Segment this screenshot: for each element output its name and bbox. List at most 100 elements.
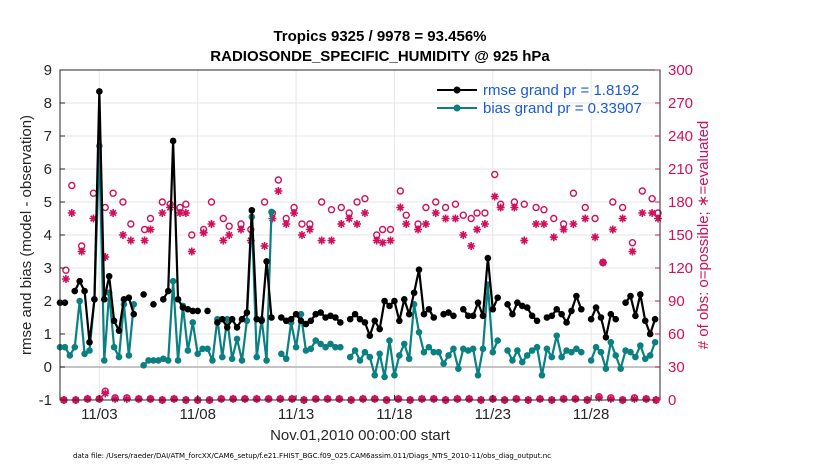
obs-baseline-evaluated-marker [595,393,604,402]
bias-point [489,348,497,356]
rmse-point [420,310,428,318]
obs-evaluated-marker [414,225,423,234]
obs-baseline-evaluated-marker [630,394,639,403]
y-axis-right-label: # of obs: o=possible; ∗=evaluated [695,121,712,350]
obs-evaluated-marker [459,231,468,239]
obs-evaluated-marker [490,192,499,201]
rmse-point [464,312,472,320]
rmse-point [110,317,118,325]
bias-point [578,348,585,356]
rmse-point [61,299,69,306]
obs-evaluated-marker [67,209,76,217]
obs-evaluated-marker [360,209,369,217]
bias-point [125,352,133,359]
y-axis-label: rmse and bias (model - observation) [18,115,35,355]
obs-possible-marker [219,214,227,223]
rmse-point [91,296,98,303]
rmse-point [430,314,438,321]
rmse-point [627,292,634,300]
rmse-point [474,299,482,306]
y-tick-label: 3 [44,260,52,277]
obs-evaluated-marker [274,187,283,195]
obs-possible-marker [581,203,589,212]
obs-evaluated-marker [297,231,306,239]
y-right-tick-label: 90 [668,293,685,310]
bias-point [71,343,79,351]
bias-point [430,348,438,356]
obs-evaluated-marker [591,233,600,242]
y-tick-label: 5 [44,194,52,211]
obs-evaluated-marker [109,209,118,217]
obs-possible-marker [532,203,540,212]
obs-evaluated-marker [219,236,228,245]
legend-rmse-label: rmse grand pr = 1.8192 [483,82,639,99]
bias-point [100,357,108,364]
obs-evaluated-marker [282,220,291,228]
obs-evaluated-marker [532,220,541,228]
bias-point [110,343,118,351]
obs-possible-marker [441,203,450,212]
obs-baseline-evaluated-marker [370,394,379,403]
rmse-point [396,317,403,325]
y-right-tick-label: 120 [668,260,693,277]
rmse-point [450,312,457,320]
rmse-point [307,317,315,325]
bias-point [86,347,93,354]
obs-evaluated-marker [236,225,245,234]
rmse-point [302,320,310,328]
bias-point [307,345,315,353]
rmse-point [553,305,561,313]
obs-evaluated-marker [207,220,216,228]
obs-possible-marker [274,176,283,184]
obs-baseline-evaluated-marker [83,394,92,403]
obs-baseline-evaluated-marker [642,394,651,403]
rmse-point [533,317,541,325]
bias-point [351,347,359,354]
series-lines [56,88,659,381]
rmse-point [71,287,79,295]
rmse-point [371,317,379,325]
obs-evaluated-marker [176,209,184,217]
obs-evaluated-marker [118,231,127,239]
bias-point [327,340,334,348]
bias-point [597,348,605,356]
bias-point [627,348,634,356]
rmse-point [578,305,585,313]
obs-evaluated-marker [305,225,314,234]
rmse-point [405,310,413,318]
rmse-point [612,315,620,323]
obs-evaluated-marker [451,214,460,223]
rmse-point [568,307,575,315]
legend: rmse grand pr = 1.8192 bias grand pr = 0… [437,82,642,117]
obs-possible-marker [68,181,76,190]
obs-possible-marker [628,238,637,247]
obs-baseline-evaluated-marker [288,394,297,403]
bias-point [469,345,477,353]
rmse-point [563,319,570,326]
obs-evaluated-marker [480,220,489,228]
rmse-point [528,312,536,320]
bias-point [632,353,639,361]
rmse-point [194,307,202,315]
bias-point [317,340,324,348]
rmse-point [391,297,398,305]
obs-evaluated-marker [581,214,590,223]
bias-point [361,348,369,356]
bias-point [66,352,74,359]
y-right-tick-label: 30 [668,359,685,376]
x-axis-label: Nov.01,2010 00:00:00 start [270,427,451,444]
x-tick-label: 11/13 [278,406,314,423]
obs-evaluated-marker [101,253,110,261]
obs-evaluated-marker [598,258,607,267]
bias-point [415,329,423,336]
bias-point [479,345,487,353]
y-right-tick-label: 300 [668,62,693,79]
legend-rmse-marker [453,86,461,94]
bias-point [322,343,329,351]
obs-evaluated-marker [126,236,135,245]
bias-point [184,347,192,354]
rmse-point [504,301,511,308]
obs-baseline-evaluated-marker [217,394,226,403]
obs-possible-marker [569,189,578,197]
